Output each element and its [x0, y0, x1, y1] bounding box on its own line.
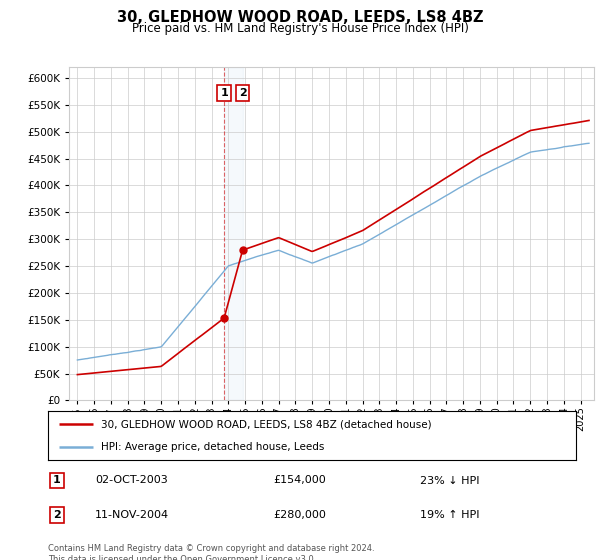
Text: £280,000: £280,000 [274, 510, 326, 520]
Text: 2: 2 [239, 88, 247, 98]
Text: 02-OCT-2003: 02-OCT-2003 [95, 475, 169, 486]
Text: 30, GLEDHOW WOOD ROAD, LEEDS, LS8 4BZ (detached house): 30, GLEDHOW WOOD ROAD, LEEDS, LS8 4BZ (d… [101, 419, 431, 430]
Text: £154,000: £154,000 [274, 475, 326, 486]
Text: 19% ↑ HPI: 19% ↑ HPI [420, 510, 480, 520]
Text: 1: 1 [220, 88, 228, 98]
Text: Price paid vs. HM Land Registry's House Price Index (HPI): Price paid vs. HM Land Registry's House … [131, 22, 469, 35]
Text: 1: 1 [53, 475, 61, 486]
Text: 2: 2 [53, 510, 61, 520]
Text: 30, GLEDHOW WOOD ROAD, LEEDS, LS8 4BZ: 30, GLEDHOW WOOD ROAD, LEEDS, LS8 4BZ [117, 10, 483, 25]
Text: Contains HM Land Registry data © Crown copyright and database right 2024.
This d: Contains HM Land Registry data © Crown c… [48, 544, 374, 560]
Bar [224, 67, 242, 400]
Text: HPI: Average price, detached house, Leeds: HPI: Average price, detached house, Leed… [101, 442, 324, 452]
Text: 11-NOV-2004: 11-NOV-2004 [95, 510, 169, 520]
Text: 23% ↓ HPI: 23% ↓ HPI [420, 475, 480, 486]
